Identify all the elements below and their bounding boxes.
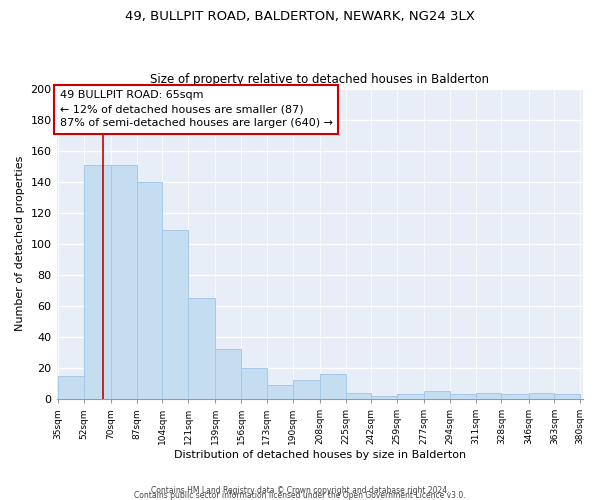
Text: 49, BULLPIT ROAD, BALDERTON, NEWARK, NG24 3LX: 49, BULLPIT ROAD, BALDERTON, NEWARK, NG2…: [125, 10, 475, 23]
Bar: [215, 350, 241, 399]
Bar: [58, 376, 84, 399]
Bar: [529, 393, 554, 399]
Text: 49 BULLPIT ROAD: 65sqm
← 12% of detached houses are smaller (87)
87% of semi-det: 49 BULLPIT ROAD: 65sqm ← 12% of detached…: [59, 90, 332, 128]
Bar: [450, 394, 476, 399]
Bar: [554, 394, 580, 399]
Text: Contains HM Land Registry data © Crown copyright and database right 2024.: Contains HM Land Registry data © Crown c…: [151, 486, 449, 495]
Bar: [293, 380, 320, 399]
Y-axis label: Number of detached properties: Number of detached properties: [15, 156, 25, 332]
Bar: [267, 385, 293, 399]
Bar: [371, 396, 397, 399]
Bar: [424, 392, 450, 399]
Text: Contains public sector information licensed under the Open Government Licence v3: Contains public sector information licen…: [134, 491, 466, 500]
Title: Size of property relative to detached houses in Balderton: Size of property relative to detached ho…: [151, 73, 490, 86]
Bar: [502, 394, 529, 399]
Bar: [397, 394, 424, 399]
Bar: [84, 164, 111, 399]
Bar: [137, 182, 163, 399]
Bar: [188, 298, 215, 399]
Bar: [346, 393, 371, 399]
Bar: [476, 393, 502, 399]
Bar: [111, 164, 137, 399]
Bar: [163, 230, 188, 399]
X-axis label: Distribution of detached houses by size in Balderton: Distribution of detached houses by size …: [174, 450, 466, 460]
Bar: [320, 374, 346, 399]
Bar: [241, 368, 267, 399]
